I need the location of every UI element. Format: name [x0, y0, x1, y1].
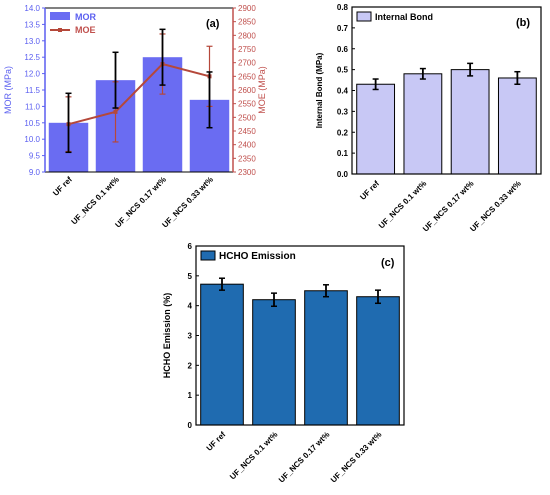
moe-tick-label: 2900 [238, 4, 256, 13]
mor-tick-label: 11.0 [25, 102, 41, 111]
hcho-bar [252, 299, 296, 426]
mor-tick-label: 12.0 [24, 70, 40, 79]
y-tick-label: 5 [188, 272, 193, 281]
y-tick-label: 4 [188, 302, 193, 311]
y-tick-label: 0.3 [337, 107, 349, 116]
hcho-bar [200, 283, 244, 426]
moe-tick-label: 2850 [238, 18, 256, 27]
legend-swatch-mor [50, 12, 70, 20]
y-axis-label: Internal Bond (MPa) [315, 52, 324, 128]
legend: MOR MOE [50, 12, 96, 35]
panel-b: 0.0 0.1 0.2 0.3 0.4 0.5 0.6 0.7 0.8 Internal Bond… [315, 3, 542, 234]
category-label: UF_NCS 0.17 wt% [113, 175, 167, 229]
hcho-error-bar [375, 289, 381, 305]
mor-tick-label: 12.5 [24, 53, 40, 62]
mor-tick-label: 9.0 [29, 168, 41, 177]
internal-bond-bar [356, 83, 396, 175]
internal-bond-error-bar [372, 78, 379, 91]
mor-error-bar [206, 71, 213, 129]
moe-tick-label: 2750 [238, 45, 256, 54]
mor-tick-label: 10.0 [24, 135, 40, 144]
internal-bond-bar [450, 69, 490, 175]
legend: Internal Bond [356, 11, 433, 22]
internal-bond-bar [497, 77, 537, 175]
moe-tick-label: 2800 [238, 31, 256, 40]
hcho-error-bar [323, 284, 329, 298]
legend-swatch [356, 11, 372, 22]
mor-axis-label: MOR (MPa) [3, 66, 13, 114]
mor-tick-label: 13.5 [24, 20, 40, 29]
legend-label: Internal Bond [375, 12, 433, 22]
y-tick-label: 0.2 [337, 128, 349, 137]
y-tick-label: 0.1 [337, 149, 349, 158]
panel-label: (a) [206, 18, 220, 30]
category-label: UF_NCS 0.1 wt% [228, 430, 279, 481]
category-label: UF ref [51, 175, 74, 198]
category-label: UF_NCS 0.17 wt% [277, 430, 331, 484]
y-tick-label: 6 [188, 242, 193, 251]
internal-bond-bar [403, 73, 443, 175]
moe-marker [113, 109, 118, 114]
panel-a: 9.0 9.5 10.0 10.5 11.0 11.5 12.0 12.5 13.0 13.5 14… [3, 4, 267, 230]
y-tick-label: 0.6 [337, 45, 349, 54]
moe-tick-label: 2350 [238, 154, 256, 163]
legend-label-mor: MOR [75, 12, 96, 22]
y-tick-label: 3 [188, 332, 193, 341]
y-axis-label: HCHO Emission (%) [162, 293, 172, 379]
category-label: UF ref [358, 179, 381, 202]
hcho-bar [304, 290, 348, 426]
internal-bond-error-bar [419, 67, 426, 80]
category-label: UF_NCS 0.1 wt% [70, 175, 121, 226]
moe-tick-label: 2450 [238, 127, 256, 136]
moe-tick-label: 2500 [238, 113, 256, 122]
category-label: UF_NCS 0.33 wt% [160, 175, 214, 229]
panel-label: (b) [516, 17, 530, 29]
panel-label: (c) [381, 257, 395, 269]
mor-error-bar [65, 92, 72, 154]
moe-tick-label: 2700 [238, 59, 256, 68]
mor-error-bar [159, 28, 166, 86]
y-tick-label: 1 [188, 391, 193, 400]
legend-label: HCHO Emission [219, 251, 296, 262]
legend: HCHO Emission [200, 250, 296, 262]
y-tick-label: 0.7 [337, 24, 349, 33]
mor-tick-label: 9.5 [29, 152, 41, 161]
category-label: UF_NCS 0.33 wt% [329, 430, 383, 484]
hcho-error-bar [219, 277, 225, 291]
mor-tick-label: 10.5 [24, 119, 40, 128]
category-label: UF_NCS 0.1 wt% [377, 179, 428, 230]
y-tick-label: 0.0 [337, 170, 349, 179]
legend-marker-moe [58, 28, 62, 32]
moe-tick-label: 2550 [238, 100, 256, 109]
internal-bond-error-bar [467, 62, 474, 77]
y-tick-label: 0.5 [337, 66, 349, 75]
y-tick-label: 0 [188, 421, 193, 430]
category-label: UF_NCS 0.33 wt% [468, 179, 522, 233]
moe-line [68, 62, 210, 126]
y-tick-label: 0.4 [337, 87, 349, 96]
moe-tick-label: 2650 [238, 72, 256, 81]
mor-error-bar [112, 51, 119, 109]
legend-swatch [200, 250, 216, 261]
moe-tick-label: 2600 [238, 86, 256, 95]
hcho-error-bar [271, 292, 277, 308]
category-label: UF ref [205, 430, 228, 453]
legend-label-moe: MOE [75, 25, 96, 35]
category-label: UF_NCS 0.17 wt% [421, 179, 475, 233]
moe-axis-label: MOE (MPa) [257, 66, 267, 114]
moe-tick-label: 2300 [238, 168, 256, 177]
mor-tick-label: 11.5 [25, 86, 41, 95]
y-tick-label: 2 [188, 361, 193, 370]
mor-tick-label: 14.0 [24, 4, 40, 13]
moe-tick-label: 2400 [238, 141, 256, 150]
hcho-bar [356, 296, 400, 426]
y-tick-label: 0.8 [337, 3, 349, 12]
internal-bond-error-bar [514, 70, 521, 85]
mor-tick-label: 13.0 [24, 37, 40, 46]
